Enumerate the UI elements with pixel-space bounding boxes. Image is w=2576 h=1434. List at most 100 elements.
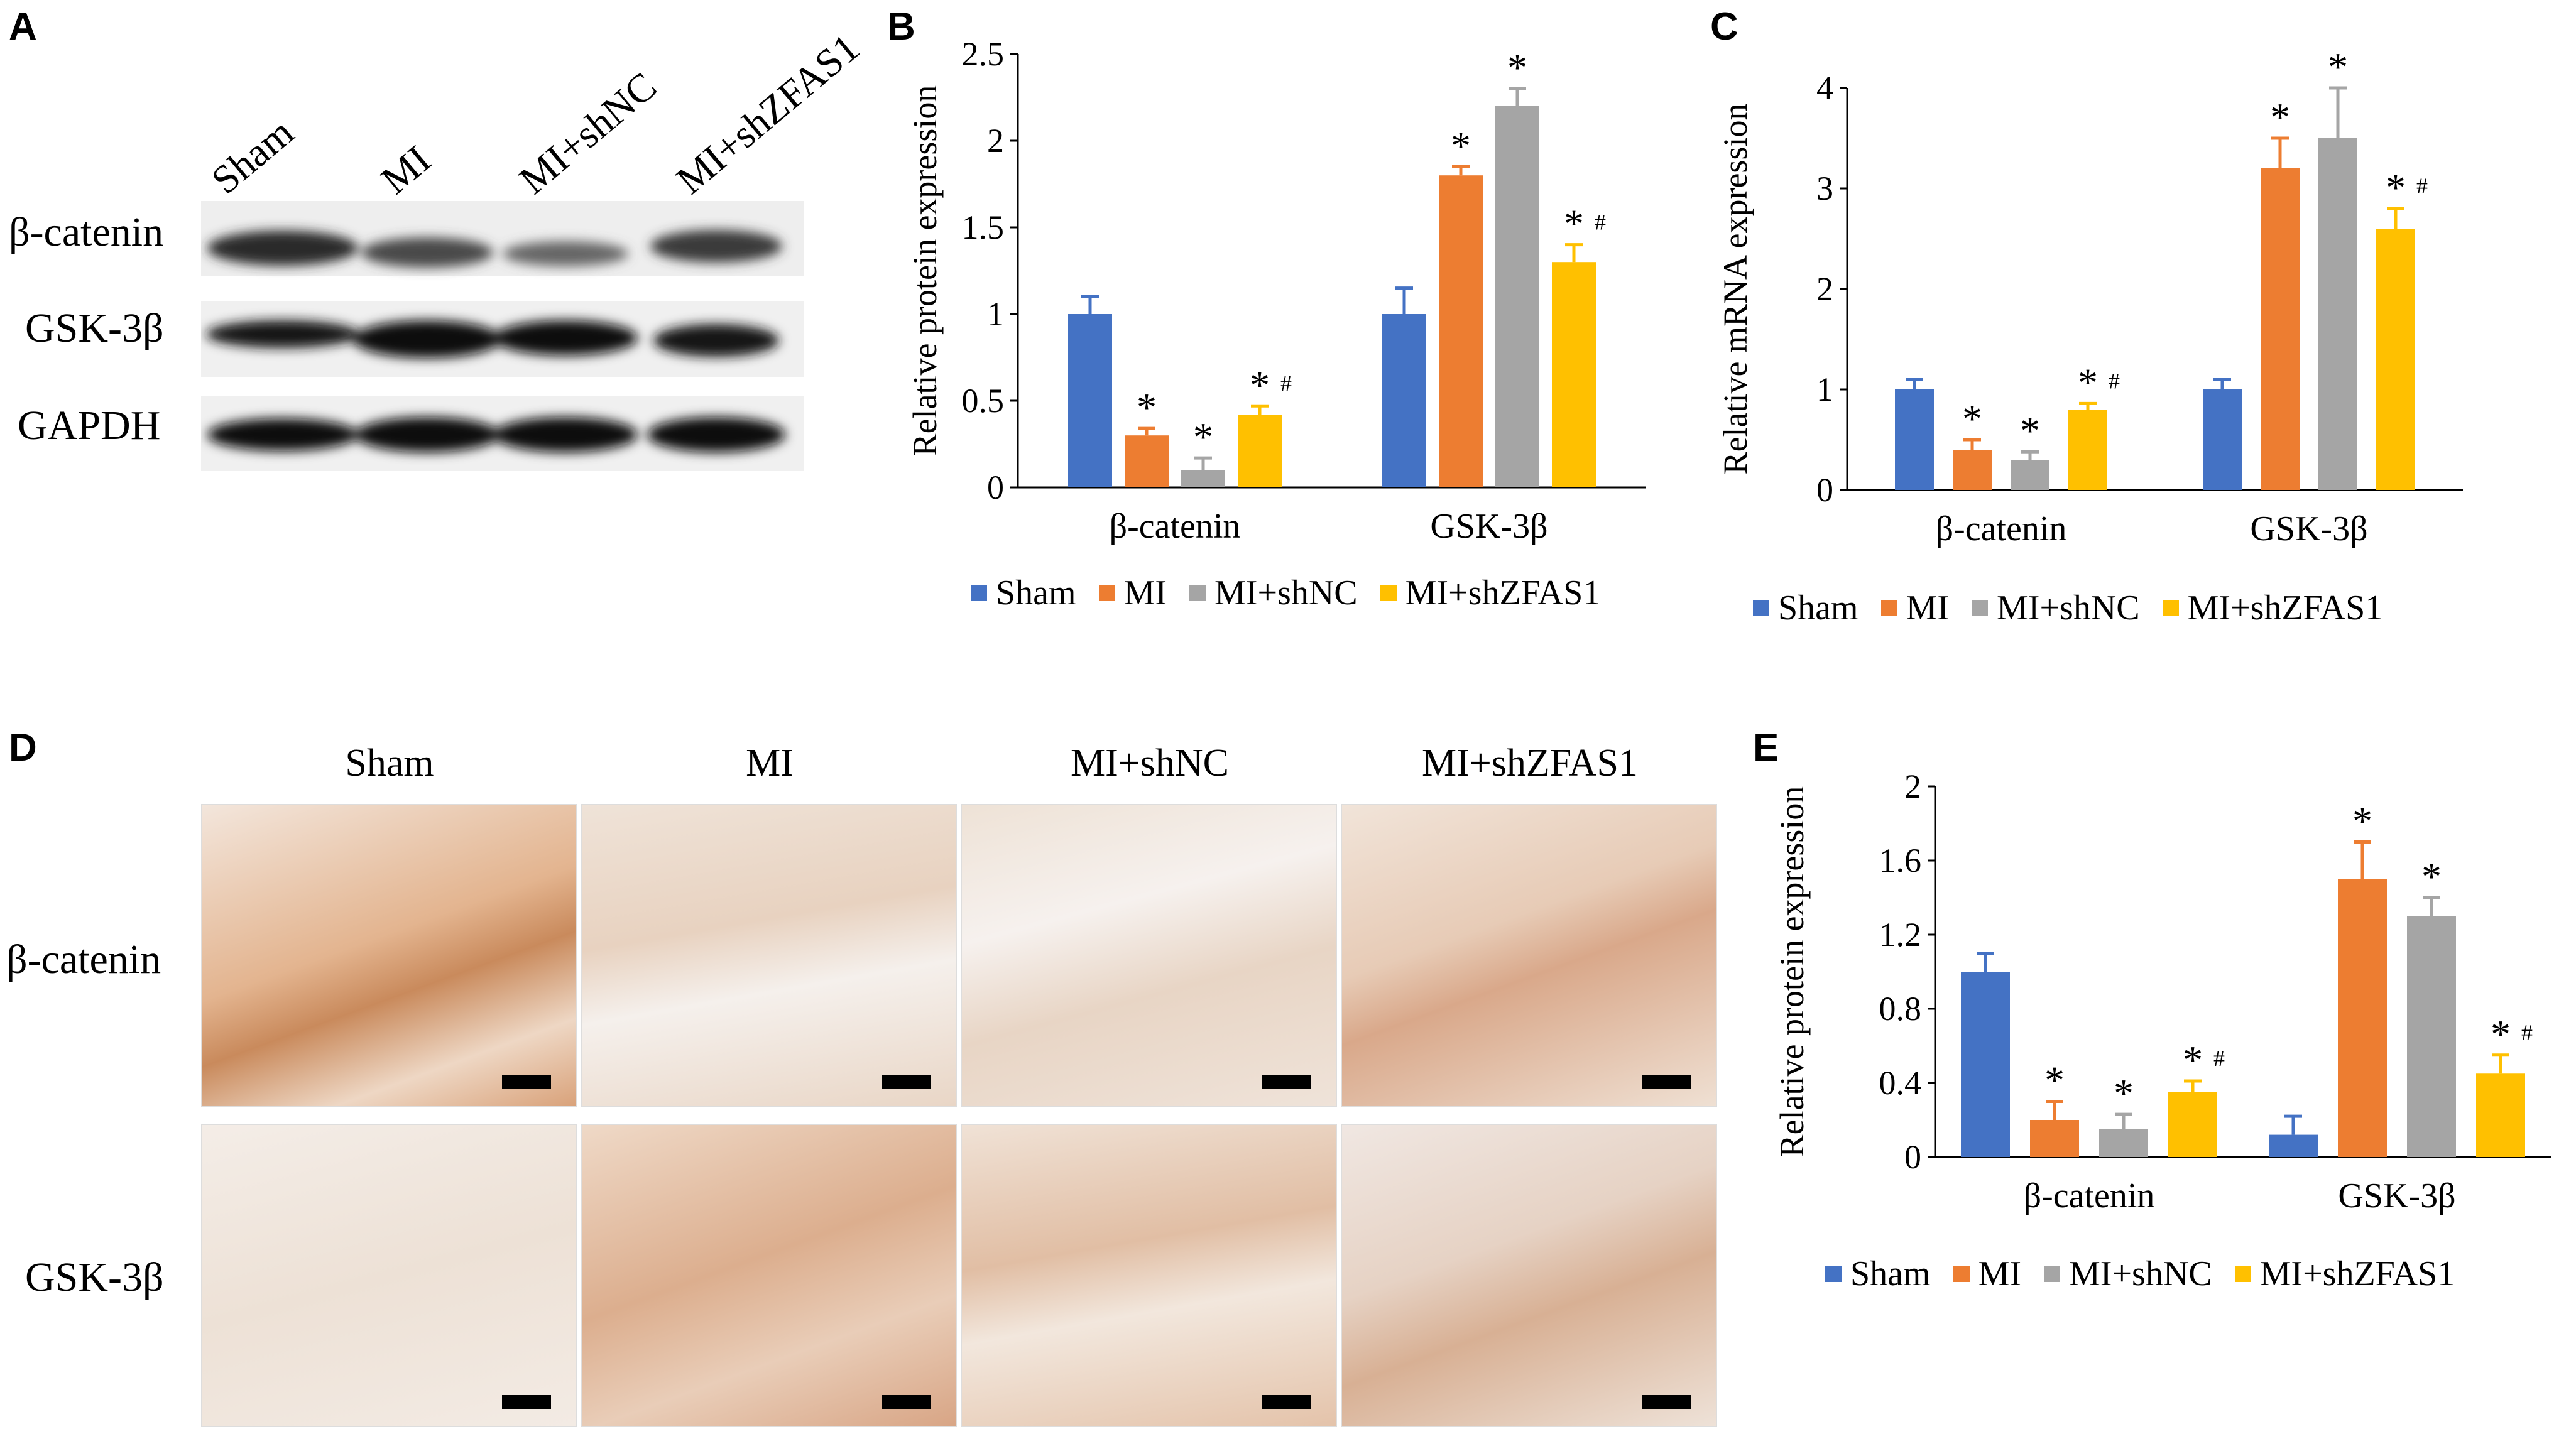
x-tick-label: β-catenin — [1110, 507, 1241, 546]
bar — [2269, 1134, 2318, 1157]
legend-item: MI+shNC — [1972, 588, 2140, 628]
ihc-row-label-gsk3b: GSK-3β — [25, 1254, 164, 1300]
legend-swatch-mi-shzfas1 — [2162, 600, 2179, 616]
x-tick-label: GSK-3β — [2250, 509, 2367, 548]
legend-label-mi-shnc: MI+shNC — [1997, 589, 2140, 627]
legend-swatch-sham — [971, 585, 987, 601]
panel-label-b: B — [887, 5, 915, 48]
legend-c: Sham MI MI+shNC MI+shZFAS1 — [1753, 588, 2405, 628]
ihc-image-mi-beta-catenin — [581, 804, 957, 1107]
scale-bar — [1262, 1075, 1311, 1089]
significance-star: * — [2270, 95, 2290, 139]
bar — [1953, 450, 1992, 490]
legend-swatch-mi-shnc — [1972, 600, 1989, 616]
legend-label-sham: Sham — [1778, 589, 1858, 627]
significance-star: * — [2044, 1058, 2065, 1103]
y-axis-label: Relative protein expression — [1773, 786, 1811, 1158]
legend-item: MI+shZFAS1 — [1380, 573, 1600, 613]
significance-star: * — [2328, 45, 2348, 89]
significance-hash: # — [1280, 371, 1292, 396]
blot-row-label-gsk3b: GSK-3β — [25, 305, 164, 351]
ihc-col-label-mi-shnc: MI+shNC — [1071, 742, 1229, 785]
y-tick-label: 0.5 — [962, 382, 1005, 420]
significance-hash: # — [1595, 210, 1606, 235]
ihc-row-label-beta-catenin: β-catenin — [6, 937, 161, 982]
y-tick-label: 1.5 — [962, 209, 1005, 246]
ihc-image-sham-gsk3b — [201, 1124, 577, 1427]
ihc-col-label-mi: MI — [746, 742, 794, 785]
scale-bar — [882, 1395, 931, 1409]
legend-item: MI — [1953, 1254, 2021, 1294]
bar — [2203, 389, 2242, 490]
significance-hash: # — [2213, 1046, 2225, 1071]
bar — [1382, 314, 1426, 487]
significance-star: * — [1564, 202, 1584, 246]
legend-swatch-mi — [1953, 1266, 1970, 1282]
legend-swatch-sham — [1825, 1266, 1842, 1282]
significance-star: * — [1193, 415, 1213, 459]
bar — [2376, 229, 2415, 490]
bar — [2168, 1092, 2217, 1157]
legend-label-sham: Sham — [1850, 1254, 1931, 1293]
bar — [1181, 470, 1225, 487]
significance-star: * — [1250, 362, 1270, 407]
ihc-image-mi-gsk3b — [581, 1124, 957, 1427]
y-tick-label: 0 — [1904, 1138, 1921, 1176]
legend-label-mi-shzfas1: MI+shZFAS1 — [2187, 589, 2383, 627]
y-axis-label: Relative protein expression — [906, 85, 944, 457]
y-tick-label: 3 — [1816, 170, 1833, 207]
bar — [2476, 1073, 2525, 1157]
bar — [2068, 410, 2107, 490]
significance-hash: # — [2416, 173, 2428, 198]
significance-star: * — [2114, 1071, 2134, 1116]
legend-swatch-mi — [1098, 585, 1115, 601]
significance-hash: # — [2109, 368, 2120, 393]
significance-star: * — [1137, 385, 1157, 430]
chart-b: 0 0.5 1 1.5 2 2.5 Relative protein expression β… — [906, 35, 1646, 546]
y-tick-label: 1.6 — [1879, 842, 1922, 879]
legend-item: Sham — [971, 573, 1076, 613]
y-tick-label: 1 — [1816, 371, 1833, 408]
chart-e: 0 0.4 0.8 1.2 1.6 2 Relative protein expressio… — [1773, 768, 2551, 1215]
legend-item: MI — [1098, 573, 1167, 613]
ihc-col-label-sham: Sham — [345, 742, 434, 785]
bar — [2318, 138, 2357, 490]
x-tick-label: β-catenin — [1936, 509, 2067, 548]
significance-hash: # — [2521, 1020, 2533, 1045]
scale-bar — [1262, 1395, 1311, 1409]
ihc-image-sham-beta-catenin — [201, 804, 577, 1107]
blot-row-label-beta-catenin: β-catenin — [9, 209, 164, 255]
y-tick-label: 0 — [987, 469, 1004, 506]
legend-item: MI+shZFAS1 — [2234, 1254, 2455, 1294]
blot-col-label-mi-shnc: MI+shNC — [511, 63, 665, 203]
blot-col-label-mi-shzfas1: MI+shZFAS1 — [668, 24, 868, 203]
panel-label-e: E — [1753, 726, 1779, 769]
significance-star: * — [1962, 396, 1982, 441]
scale-bar — [1642, 1395, 1691, 1409]
legend-label-sham: Sham — [996, 573, 1076, 612]
y-tick-label: 2 — [1904, 768, 1921, 805]
legend-item: Sham — [1753, 588, 1858, 628]
ihc-image-mi-shnc-gsk3b — [961, 1124, 1337, 1427]
x-tick-label: GSK-3β — [1430, 507, 1547, 546]
legend-swatch-mi-shzfas1 — [2234, 1266, 2251, 1282]
bar — [1439, 175, 1483, 487]
panel-label-d: D — [9, 726, 37, 769]
blot-col-label-mi: MI — [373, 136, 439, 203]
bar — [2338, 879, 2387, 1157]
y-axis-label: Relative mRNA expression — [1716, 104, 1754, 475]
significance-star: * — [2386, 165, 2406, 210]
ihc-image-mi-shnc-beta-catenin — [961, 804, 1337, 1107]
y-tick-label: 2 — [987, 122, 1004, 160]
legend-item: MI+shNC — [1189, 573, 1358, 613]
legend-label-mi: MI — [1123, 573, 1167, 612]
bar — [1895, 389, 1934, 490]
significance-star: * — [2352, 799, 2372, 844]
y-tick-label: 0.4 — [1879, 1064, 1922, 1102]
blot-row-label-gapdh: GAPDH — [18, 403, 161, 448]
panel-label-c: C — [1710, 5, 1738, 48]
legend-swatch-sham — [1753, 600, 1769, 616]
legend-swatch-mi-shzfas1 — [1380, 585, 1397, 601]
ihc-image-mi-shzfas1-gsk3b — [1341, 1124, 1717, 1427]
significance-star: * — [2078, 360, 2098, 405]
